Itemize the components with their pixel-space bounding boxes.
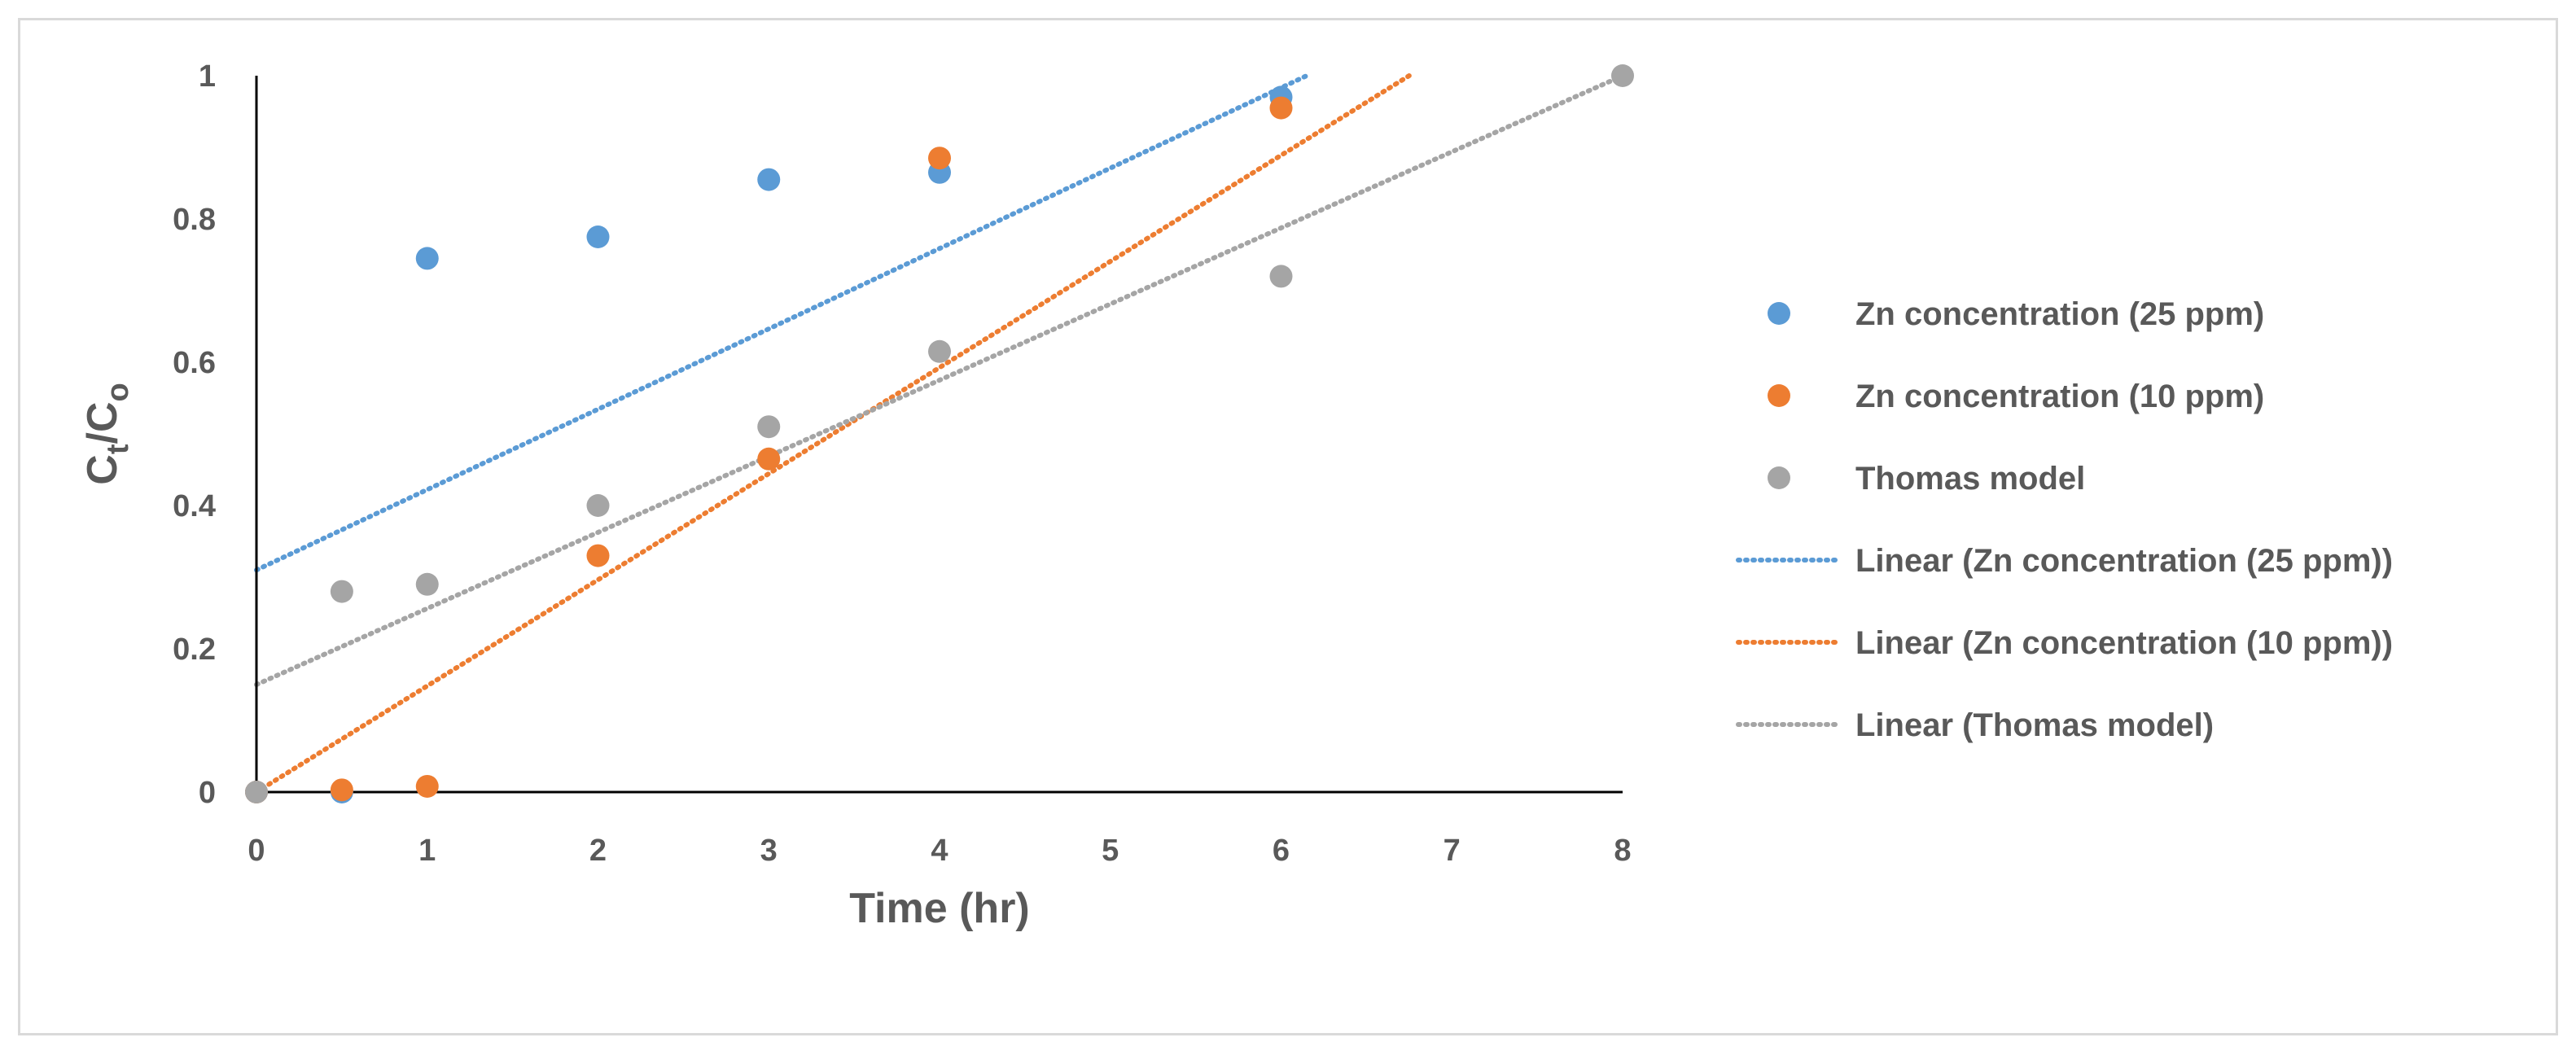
y-title-main: C (79, 454, 126, 485)
y-tick-label: 0.2 (173, 633, 216, 667)
series-2-point (928, 339, 951, 363)
series-2-point (415, 572, 439, 596)
x-tick-label: 2 (589, 834, 607, 868)
series-2-point (757, 415, 781, 439)
axes (255, 76, 1623, 794)
trendlines (254, 73, 1625, 795)
legend-label: Zn concentration (25 ppm) (1855, 296, 2264, 332)
x-tick-label: 0 (248, 834, 265, 868)
legend-label: Thomas model (1855, 461, 2085, 497)
series-1-point (586, 544, 610, 567)
series-1-point (415, 774, 439, 798)
legend-label: Linear (Zn concentration (25 ppm)) (1855, 543, 2393, 579)
trendline-2 (254, 73, 1625, 687)
x-tick-label: 3 (760, 834, 778, 868)
series-1-point (330, 778, 353, 802)
y-tick-label: 0.4 (173, 489, 216, 523)
scatter-chart: 0 1 2 3 4 5 6 7 800.20.40.60.81 Time (hr) Ct/Co … (79, 59, 2393, 932)
x-tick-label: 5 (1102, 834, 1119, 868)
legend-label: Zn concentration (10 ppm) (1855, 379, 2264, 414)
series-1-point (928, 147, 951, 170)
x-tick-label: 1 (418, 834, 436, 868)
legend-marker-2 (1768, 466, 1790, 489)
y-axis-title: Ct/Co (79, 383, 135, 484)
y-tick-label: 1 (199, 59, 216, 94)
series-2-point (586, 494, 610, 517)
y-title-sub-o: o (101, 383, 135, 401)
series-1-point (1269, 96, 1293, 120)
series-0-point (415, 247, 439, 270)
legend-marker-1 (1768, 384, 1790, 407)
y-tick-label: 0 (199, 776, 216, 810)
y-title-sep: /C (79, 402, 126, 444)
chart-frame: 0 1 2 3 4 5 6 7 8 0 0.2 0.4 0.6 0.8 1 Time (hr) Ct/Co … (18, 18, 2558, 1035)
x-tick-label: 6 (1273, 834, 1290, 868)
y-tick-label: 0.8 (173, 203, 216, 237)
legend-label: Linear (Zn concentration (10 ppm)) (1855, 625, 2393, 661)
x-axis-title: Time (hr) (849, 885, 1030, 932)
legend-marker-0 (1768, 302, 1790, 325)
y-title-sub-t: t (101, 444, 135, 454)
legend-label: Linear (Thomas model) (1855, 707, 2214, 743)
series-2-point (1611, 64, 1634, 87)
trendline-1 (254, 73, 1412, 795)
x-tick-label: 8 (1614, 834, 1631, 868)
series-2-point (1269, 265, 1293, 288)
legend: Zn concentration (25 ppm) Zn concentratio… (1736, 296, 2393, 743)
series-0-point (586, 225, 610, 248)
y-tick-label: 0.6 (173, 346, 216, 380)
x-tick-label: 7 (1444, 834, 1461, 868)
x-tick-label: 4 (931, 834, 948, 868)
series-1-point (757, 447, 781, 471)
trendline-0 (254, 73, 1309, 573)
series-2-point (245, 781, 268, 803)
tick-labels: 0 1 2 3 4 5 6 7 8 0 0.2 0.4 0.6 0.8 1 (173, 59, 1631, 868)
data-points (245, 64, 1634, 803)
series-0-point (757, 168, 781, 191)
series-2-point (330, 580, 353, 603)
